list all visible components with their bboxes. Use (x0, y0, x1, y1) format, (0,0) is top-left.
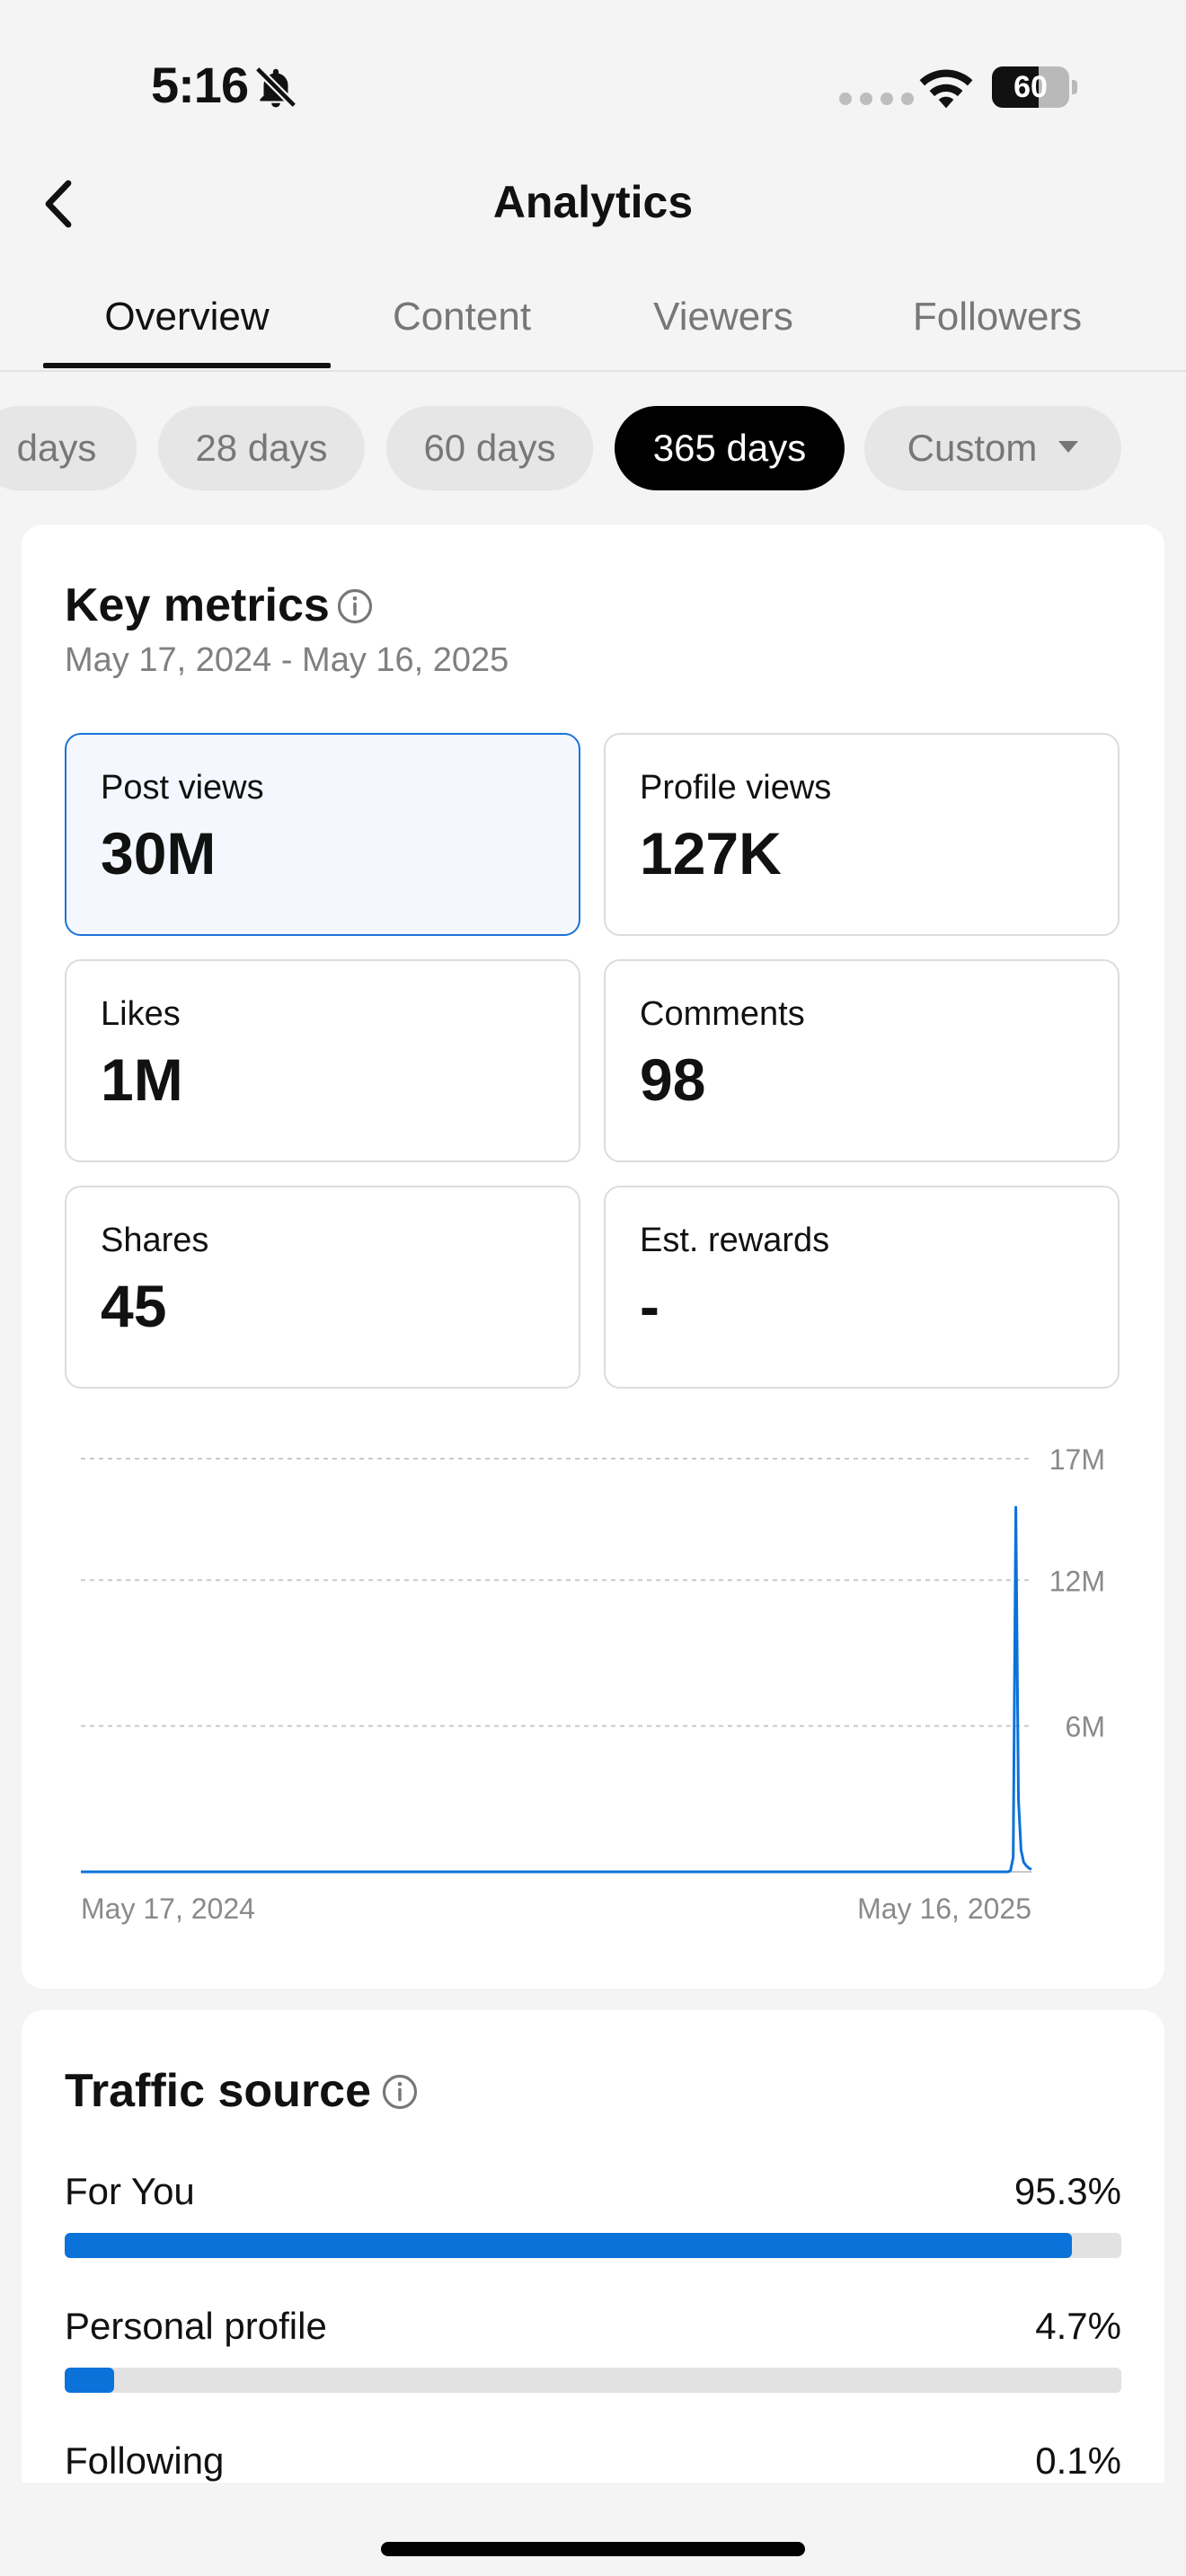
metric-label: Likes (101, 995, 181, 1033)
tab-viewers[interactable]: Viewers (653, 295, 793, 339)
metric-value: 1M (101, 1046, 183, 1113)
metric-value: 45 (101, 1273, 167, 1339)
post-views-chart[interactable]: 17M 12M 6M May 17, 2024 May 16, 2025 (22, 1423, 1164, 1926)
metric-likes[interactable]: Likes 1M (65, 959, 580, 1162)
x-tick-label: May 16, 2025 (857, 1892, 1031, 1925)
traffic-bar-fill (65, 2233, 1072, 2258)
series-line-post-views (81, 1505, 1032, 1874)
traffic-label: Following (65, 2439, 225, 2482)
metric-est-rewards[interactable]: Est. rewards - (604, 1186, 1120, 1389)
metric-comments[interactable]: Comments 98 (604, 959, 1120, 1162)
metric-value: 30M (101, 820, 217, 887)
back-arrow-icon[interactable] (36, 176, 83, 232)
y-tick-label: 6M (1066, 1711, 1105, 1743)
chip-custom[interactable]: Custom (864, 406, 1121, 490)
metric-post-views[interactable]: Post views 30M (65, 733, 580, 936)
home-indicator[interactable] (381, 2542, 805, 2556)
bell-off-icon (254, 66, 297, 109)
status-time: 5:16 (151, 57, 249, 113)
chip-28-days[interactable]: 28 days (158, 406, 365, 490)
tab-followers[interactable]: Followers (912, 295, 1083, 339)
home-indicator-area (0, 2483, 1186, 2576)
chip-7-days[interactable]: days (0, 406, 137, 490)
metric-label: Est. rewards (640, 1222, 830, 1259)
status-bar: 5:16 60 (0, 0, 1186, 171)
battery-level: 60 (1013, 70, 1048, 104)
traffic-bar (65, 2233, 1121, 2258)
metric-value: 98 (640, 1046, 706, 1113)
metric-label: Shares (101, 1222, 209, 1259)
metric-label: Post views (101, 769, 264, 807)
wifi-icon (919, 69, 973, 109)
tab-bar: Overview Content Viewers Followers (0, 286, 1186, 372)
y-tick-label: 17M (1049, 1443, 1105, 1476)
tab-overview[interactable]: Overview (104, 295, 270, 339)
chip-60-days[interactable]: 60 days (386, 406, 593, 490)
date-filter-chips: days 28 days 60 days 365 days Custom (0, 406, 1186, 490)
metric-value: - (640, 1273, 659, 1339)
metric-label: Profile views (640, 769, 832, 807)
metric-label: Comments (640, 995, 805, 1033)
page-title: Analytics (492, 177, 694, 227)
traffic-source-title: Traffic source (65, 2065, 372, 2117)
traffic-value: 4.7% (1035, 2305, 1121, 2347)
traffic-label: For You (65, 2170, 195, 2212)
traffic-source-card: Traffic source For You 95.3% Personal pr… (22, 2010, 1164, 2576)
key-metrics-card: Key metrics May 17, 2024 - May 16, 2025 … (22, 525, 1164, 1989)
traffic-bar (65, 2368, 1121, 2393)
traffic-label: Personal profile (65, 2305, 327, 2347)
info-icon[interactable] (381, 2073, 419, 2111)
info-icon[interactable] (336, 587, 374, 625)
traffic-bar-fill (65, 2368, 115, 2393)
active-tab-indicator (43, 363, 331, 368)
x-tick-label: May 17, 2024 (81, 1892, 255, 1925)
y-tick-label: 12M (1049, 1565, 1105, 1597)
traffic-value: 0.1% (1035, 2439, 1121, 2482)
metric-shares[interactable]: Shares 45 (65, 1186, 580, 1389)
key-metrics-title: Key metrics (65, 579, 330, 631)
cellular-signal-icon (839, 93, 914, 105)
traffic-value: 95.3% (1013, 2170, 1121, 2212)
battery-icon: 60 (992, 66, 1078, 108)
metric-profile-views[interactable]: Profile views 127K (604, 733, 1120, 936)
tab-content[interactable]: Content (392, 295, 532, 339)
date-range: May 17, 2024 - May 16, 2025 (65, 641, 509, 679)
chip-365-days[interactable]: 365 days (615, 406, 845, 490)
dropdown-caret-icon (1058, 441, 1079, 454)
metric-value: 127K (640, 820, 782, 887)
